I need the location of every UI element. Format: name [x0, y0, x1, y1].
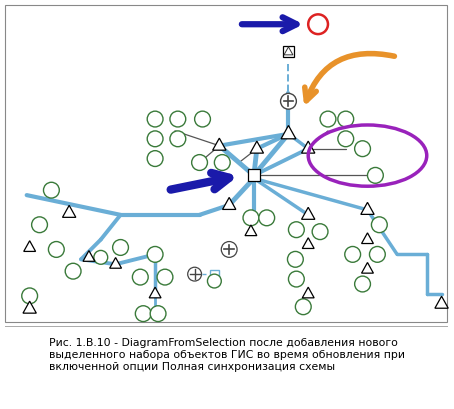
Bar: [248, 169, 260, 181]
Circle shape: [170, 111, 186, 127]
Circle shape: [288, 222, 304, 238]
Circle shape: [371, 217, 387, 233]
FancyBboxPatch shape: [5, 5, 448, 321]
Polygon shape: [361, 202, 374, 214]
Circle shape: [320, 111, 336, 127]
Circle shape: [133, 269, 148, 285]
Polygon shape: [301, 207, 315, 219]
Circle shape: [44, 182, 59, 198]
Circle shape: [49, 242, 64, 257]
Circle shape: [22, 288, 38, 304]
Circle shape: [367, 167, 383, 183]
Polygon shape: [63, 205, 76, 217]
Circle shape: [243, 210, 259, 226]
Circle shape: [221, 242, 237, 257]
Circle shape: [281, 93, 296, 109]
Polygon shape: [281, 126, 296, 139]
Polygon shape: [24, 241, 35, 252]
Circle shape: [113, 240, 128, 255]
Circle shape: [308, 14, 328, 34]
Circle shape: [296, 299, 311, 315]
Bar: [210, 270, 219, 279]
Circle shape: [345, 247, 360, 262]
Polygon shape: [149, 287, 161, 298]
Polygon shape: [301, 141, 315, 153]
Circle shape: [195, 111, 210, 127]
Polygon shape: [212, 138, 226, 150]
Circle shape: [287, 252, 303, 267]
Polygon shape: [361, 233, 373, 243]
Circle shape: [188, 267, 202, 281]
Circle shape: [312, 224, 328, 240]
Circle shape: [338, 131, 354, 147]
Bar: [283, 47, 294, 57]
Polygon shape: [284, 47, 293, 55]
Circle shape: [65, 263, 81, 279]
Circle shape: [147, 247, 163, 262]
Circle shape: [338, 111, 354, 127]
Polygon shape: [302, 238, 314, 248]
Circle shape: [32, 217, 47, 233]
Circle shape: [135, 306, 151, 321]
Polygon shape: [245, 225, 257, 236]
Circle shape: [192, 155, 207, 171]
Polygon shape: [250, 141, 263, 153]
Polygon shape: [83, 251, 95, 261]
Circle shape: [150, 306, 166, 321]
Circle shape: [207, 274, 221, 288]
Text: Рис. 1.B.10 - DiagramFromSelection после добавления нового
выделенного набора об: Рис. 1.B.10 - DiagramFromSelection после…: [49, 338, 405, 371]
Circle shape: [214, 155, 230, 171]
Circle shape: [147, 111, 163, 127]
Circle shape: [259, 210, 275, 226]
Polygon shape: [23, 301, 36, 313]
Circle shape: [147, 131, 163, 147]
Polygon shape: [110, 258, 122, 268]
Circle shape: [147, 151, 163, 166]
Circle shape: [355, 276, 370, 292]
Circle shape: [94, 250, 108, 264]
Polygon shape: [302, 287, 314, 298]
Circle shape: [370, 247, 385, 262]
Circle shape: [157, 269, 173, 285]
Polygon shape: [435, 296, 448, 308]
FancyArrowPatch shape: [305, 54, 395, 101]
Circle shape: [288, 271, 304, 287]
Polygon shape: [361, 263, 373, 273]
Polygon shape: [222, 198, 236, 209]
Circle shape: [355, 141, 370, 157]
Circle shape: [170, 131, 186, 147]
